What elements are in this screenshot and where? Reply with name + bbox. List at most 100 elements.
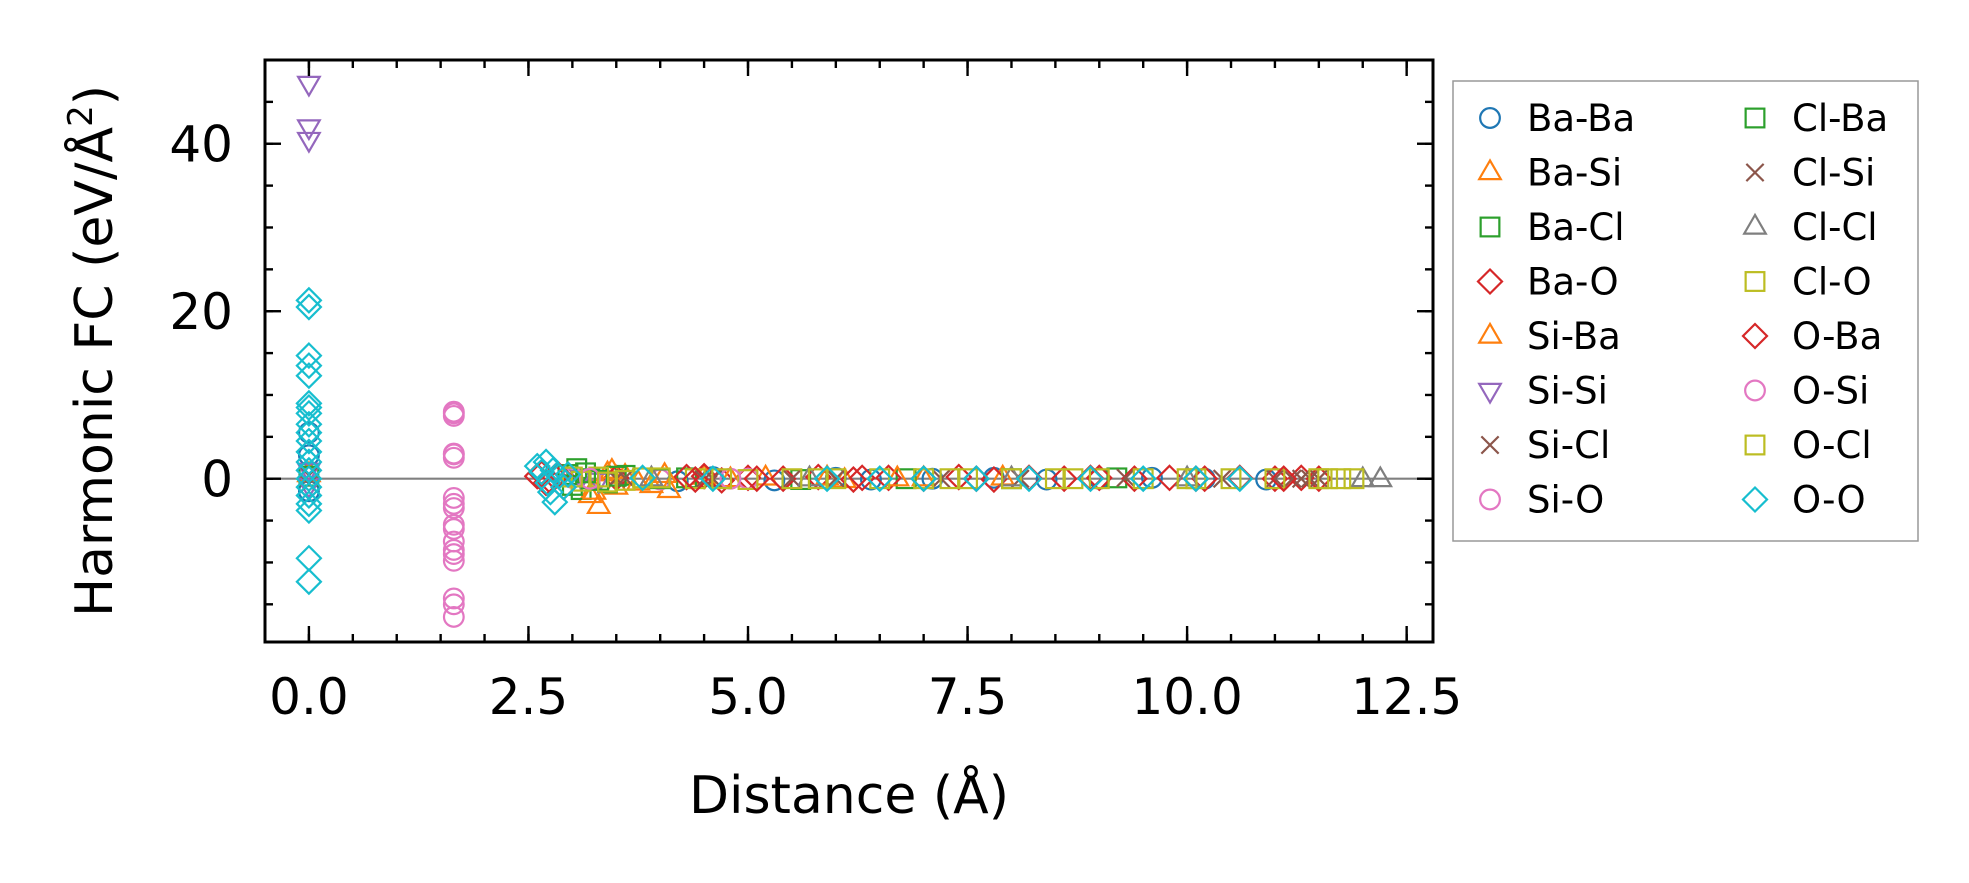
data-point xyxy=(1305,465,1333,493)
data-point xyxy=(295,293,323,321)
data-point xyxy=(782,469,802,489)
data-point xyxy=(1129,465,1157,493)
data-point xyxy=(807,468,829,490)
data-point xyxy=(869,468,891,490)
x-tick-label: 2.5 xyxy=(489,668,569,726)
legend-marker xyxy=(1477,382,1503,405)
legend-label: O-Si xyxy=(1792,370,1869,413)
legend-marker xyxy=(1476,267,1504,296)
legend-label: Si-O xyxy=(1527,479,1604,522)
data-point xyxy=(1085,464,1113,492)
data-point xyxy=(442,587,465,610)
legend-marker xyxy=(1479,216,1501,238)
legend-label: Si-Ba xyxy=(1527,315,1621,358)
data-point xyxy=(295,568,323,596)
data-point xyxy=(1116,468,1136,488)
x-tick-label: 5.0 xyxy=(708,668,788,726)
data-point xyxy=(1062,468,1084,490)
data-point xyxy=(998,464,1025,487)
data-point xyxy=(848,464,876,492)
data-point xyxy=(1076,465,1105,493)
data-point xyxy=(1343,468,1365,490)
data-point xyxy=(1291,469,1311,489)
legend-label: Cl-Ba xyxy=(1792,97,1888,140)
data-point xyxy=(295,352,323,380)
data-point xyxy=(1001,468,1022,490)
data-point xyxy=(962,465,990,493)
legend-marker xyxy=(1479,107,1501,129)
legend-label: Ba-Si xyxy=(1527,152,1622,195)
data-point xyxy=(442,492,465,515)
data-point xyxy=(586,492,612,515)
series-cl-cl xyxy=(638,464,1394,488)
legend-marker xyxy=(1477,321,1503,344)
legend-marker xyxy=(1477,158,1503,181)
data-point xyxy=(781,468,803,490)
data-point xyxy=(826,469,846,489)
data-point xyxy=(442,487,465,509)
data-point xyxy=(895,468,917,490)
data-point xyxy=(295,362,323,390)
x-tick-label: 10.0 xyxy=(1131,668,1242,726)
data-point xyxy=(597,471,618,493)
series-o-o xyxy=(295,286,1254,596)
data-point xyxy=(578,467,601,490)
series-si-o xyxy=(442,402,759,628)
data-point xyxy=(1330,468,1352,490)
data-point xyxy=(296,119,322,142)
data-point xyxy=(699,465,727,493)
data-point xyxy=(1261,465,1289,493)
data-point xyxy=(295,481,323,510)
data-point xyxy=(295,427,323,455)
data-point xyxy=(737,469,759,491)
legend-marker xyxy=(1744,379,1766,402)
data-point xyxy=(577,481,603,504)
legend-label: Ba-O xyxy=(1527,261,1619,304)
legend-label: Si-Cl xyxy=(1527,424,1610,467)
data-point xyxy=(1182,465,1210,493)
data-point xyxy=(825,468,847,490)
data-point xyxy=(649,467,671,489)
data-point xyxy=(442,443,465,466)
data-point xyxy=(295,399,323,427)
y-tick-label: 20 xyxy=(169,283,233,341)
data-point xyxy=(1015,465,1043,493)
data-point xyxy=(1367,465,1394,488)
data-point xyxy=(295,410,323,438)
legend-marker xyxy=(1479,488,1501,511)
data-point xyxy=(1264,468,1286,490)
data-point xyxy=(1226,465,1254,493)
data-point xyxy=(743,465,771,493)
data-point xyxy=(913,468,935,490)
data-point xyxy=(884,464,911,487)
y-tick-label: 0 xyxy=(201,451,233,509)
data-point xyxy=(629,464,657,492)
legend-marker xyxy=(1480,435,1500,455)
series-o-si xyxy=(442,400,742,616)
data-point xyxy=(1050,465,1078,493)
data-point xyxy=(684,468,706,490)
x-tick-label: 7.5 xyxy=(928,668,1008,726)
data-point xyxy=(763,469,786,492)
legend-marker xyxy=(1741,485,1769,514)
data-point xyxy=(295,496,323,525)
data-point xyxy=(1317,468,1339,490)
legend-box xyxy=(1452,80,1919,542)
legend-label: O-Cl xyxy=(1792,424,1872,467)
data-point xyxy=(295,490,323,518)
legend-marker xyxy=(1741,322,1769,350)
data-point xyxy=(295,286,323,314)
data-point xyxy=(545,462,573,490)
data-point xyxy=(295,342,323,370)
legend-marker xyxy=(1744,434,1766,456)
plot-frame xyxy=(263,58,1435,644)
legend-marker xyxy=(1745,163,1765,182)
x-tick-label: 12.5 xyxy=(1351,668,1462,726)
data-point xyxy=(296,131,322,154)
data-point xyxy=(910,465,938,493)
legend-label: Cl-O xyxy=(1792,261,1872,304)
series-si-si xyxy=(296,75,612,500)
data-point xyxy=(442,549,465,572)
data-point xyxy=(1088,468,1110,490)
